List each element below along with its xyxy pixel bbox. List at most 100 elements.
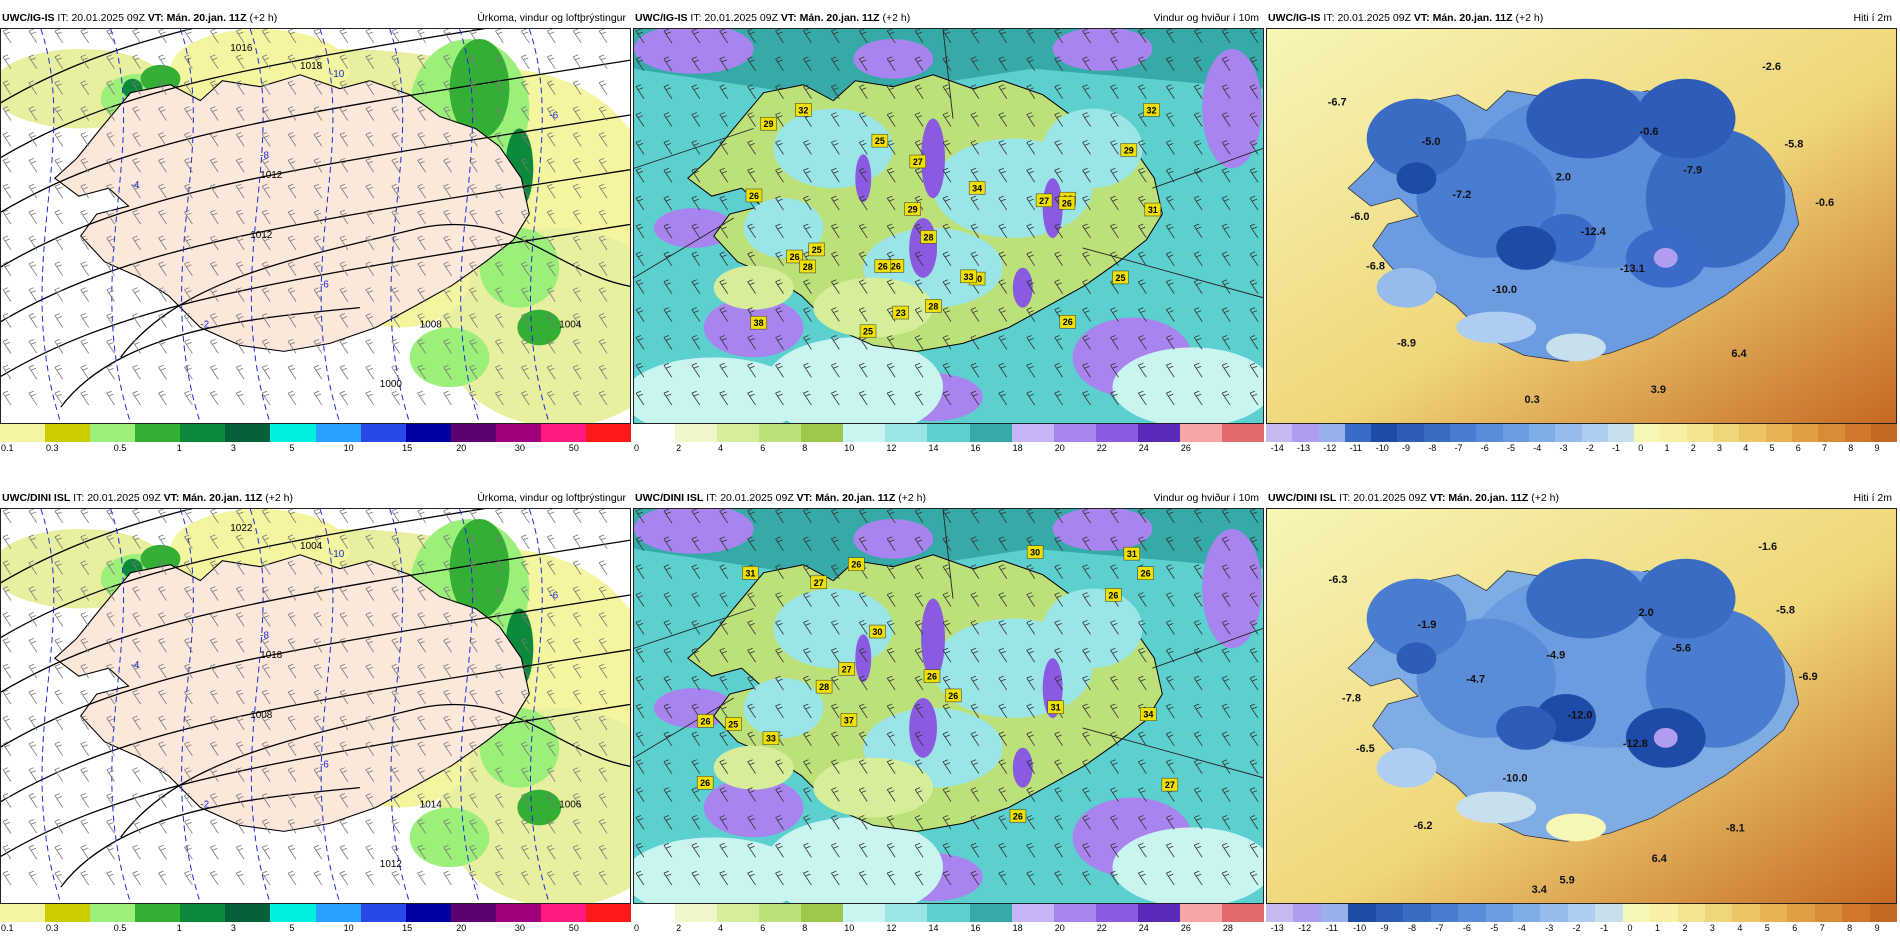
temperature-value: -10.0 (1503, 772, 1528, 784)
temperature-value: 6.4 (1731, 348, 1747, 360)
gust-area (1052, 29, 1153, 71)
precip-area (409, 327, 490, 388)
map-precip[interactable]: 1016 1012 1008 1000 1004 1018 1012 -10 -6 -8 -4 -6 -… (0, 28, 631, 424)
svg-text:29: 29 (764, 119, 774, 129)
color-swatch (1053, 424, 1096, 442)
scale-tick-label: 18 (1012, 443, 1023, 453)
map-precip[interactable]: 1022 1018 1014 1012 1006 1004 1008 -10 -6 -8 -4 -6 -… (0, 508, 631, 904)
color-swatch (1791, 424, 1819, 442)
temperature-contour-label: -2 (200, 319, 209, 330)
scale-tick-label: 20 (1054, 443, 1065, 453)
map-temp[interactable]: -6.3 -1.9 2.0 -4.9 -1.6 -5.8 -7.8 -4.7 -5.6 -6.9 -… (1266, 508, 1897, 904)
scale-tick-label: 20 (456, 443, 467, 453)
scale-tick-label: 15 (402, 443, 413, 453)
color-swatch (1528, 424, 1556, 442)
color-swatch (717, 424, 760, 442)
color-swatch (1397, 424, 1424, 442)
svg-text:26: 26 (701, 716, 711, 726)
temperature-contour-label: -4 (131, 660, 140, 671)
scale-tick-label: 9 (1874, 443, 1880, 453)
color-swatch (495, 424, 541, 442)
color-swatch (1844, 424, 1871, 442)
color-swatch (1622, 904, 1651, 922)
wind-barbs (635, 29, 1259, 406)
panel-temp-1: UWC/DINI ISL IT: 20.01.2025 09Z VT: Mán.… (1266, 488, 1898, 944)
color-swatch (927, 424, 970, 442)
temperature-value: -12.4 (1581, 226, 1607, 238)
color-swatch (1179, 424, 1222, 442)
svg-text:37: 37 (844, 715, 854, 725)
scale-tick-label: 6 (760, 923, 766, 933)
gust-label: 31 (1123, 546, 1141, 561)
scale-tick-label: 4 (1743, 443, 1749, 453)
wind-field (1042, 588, 1143, 669)
valid-time-label: VT: (1429, 492, 1446, 504)
model-name: UWC/DINI ISL (635, 492, 704, 504)
svg-text:27: 27 (814, 578, 824, 588)
valid-time: Mán. 20.jan. 11Z (182, 492, 263, 504)
gust-label: 34 (1140, 707, 1157, 721)
svg-text:34: 34 (1143, 710, 1153, 720)
temperature-value: -1.9 (1417, 619, 1436, 631)
scale-tick-label: 18 (1012, 923, 1023, 933)
gust-label: 27 (1161, 777, 1179, 792)
temperature-contour-label: -10 (330, 549, 345, 560)
color-swatch (1660, 424, 1687, 442)
map-wind[interactable]: 2726262828252926263128322529383230272634… (633, 28, 1264, 424)
color-swatch (586, 904, 632, 922)
color-swatch (1095, 904, 1138, 922)
scale-tick-label: 0 (1627, 923, 1633, 933)
temperature-value: 2.0 (1556, 172, 1571, 184)
color-swatch (1869, 904, 1898, 922)
gust-label: 26 (1105, 588, 1122, 602)
temperature-field (1526, 558, 1646, 639)
scale-tick-label: -1 (1600, 923, 1609, 933)
svg-text:31: 31 (1051, 703, 1061, 713)
scale-tick-label: -11 (1325, 923, 1338, 933)
color-swatch (1348, 904, 1376, 922)
color-swatch (1634, 424, 1661, 442)
scale-tick-label: -12 (1298, 923, 1312, 933)
scale-tick-label: 10 (844, 443, 855, 453)
color-swatch (1011, 904, 1054, 922)
temperature-field (1635, 78, 1736, 159)
gust-area (921, 118, 946, 199)
scale-tick-label: 6 (760, 443, 766, 453)
svg-text:32: 32 (798, 105, 808, 115)
isobar-label: 1014 (420, 799, 443, 810)
init-time-label: IT: (690, 12, 702, 24)
color-swatch (360, 424, 406, 442)
scale-tick-label: 3 (1709, 923, 1715, 933)
scale-tick-label: 28 (1222, 923, 1233, 933)
isobar-label: 1008 (250, 710, 273, 721)
scale-tick-label: 14 (928, 443, 939, 453)
wind-field (1112, 347, 1263, 423)
isobar-label: 1022 (230, 523, 253, 534)
color-swatch (0, 904, 46, 922)
temperature-value: 2.0 (1639, 607, 1654, 619)
svg-text:26: 26 (1108, 590, 1118, 600)
wind-field (763, 817, 943, 903)
gust-label: 26 (696, 776, 714, 790)
isobar-label: 1004 (559, 319, 582, 330)
color-swatch (675, 424, 718, 442)
map-temp[interactable]: -6.7 -5.0 -0.6 2.0 -2.6 -5.8 -6.0 -7.2 -7.9 -0.6 -… (1266, 28, 1897, 424)
scale-tick-label: -5 (1490, 923, 1499, 933)
gust-label: 30 (869, 624, 886, 639)
color-swatch (135, 424, 181, 442)
scale-tick-label: 8 (802, 443, 808, 453)
svg-text:27: 27 (1165, 780, 1175, 790)
map-wind[interactable]: 26 26 31 27 26 26 26 27 31 31 37 25 30 34 33 30 27 26 28 26… (633, 508, 1264, 904)
gust-label: 25 (871, 133, 889, 148)
scale-tick-label: 0 (634, 923, 640, 933)
scale-tick-label: 20 (1054, 923, 1065, 933)
color-swatch (885, 904, 928, 922)
color-swatch (1458, 904, 1486, 922)
color-swatch (1320, 904, 1349, 922)
temperature-value: -5.6 (1672, 642, 1691, 654)
init-time-label: IT: (1323, 12, 1335, 24)
panel-precip-0: UWC/IG-IS IT: 20.01.2025 09Z VT: Mán. 20… (0, 8, 632, 464)
panel-header: UWC/IG-IS IT: 20.01.2025 09Z VT: Mán. 20… (0, 8, 631, 28)
scale-tick-label: -7 (1454, 443, 1463, 453)
scale-tick-label: 12 (886, 443, 897, 453)
